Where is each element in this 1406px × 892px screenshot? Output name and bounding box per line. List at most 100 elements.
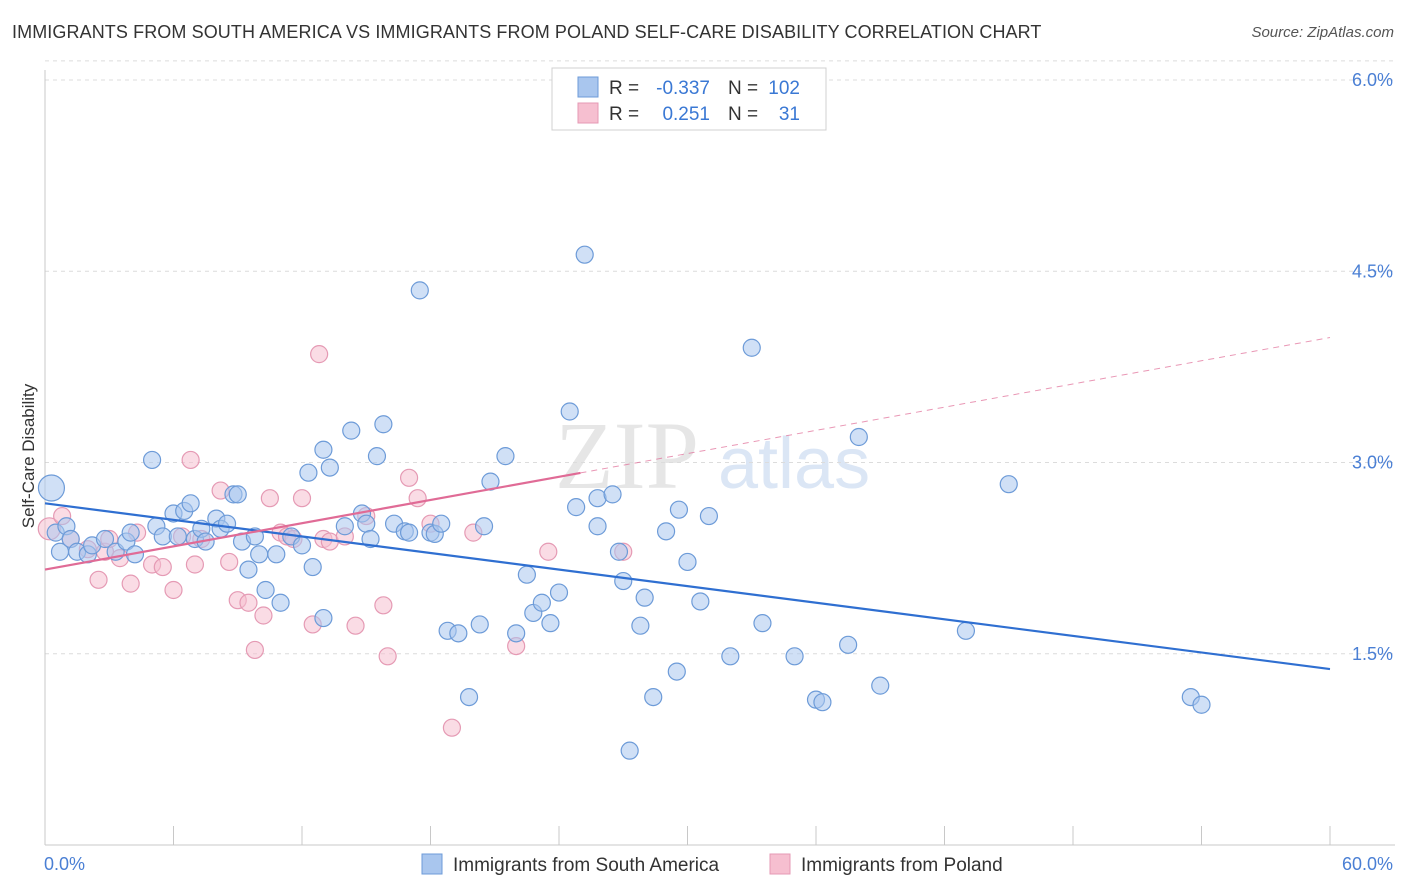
point-south-america	[1192, 695, 1211, 714]
point-south-america	[507, 624, 526, 643]
legend-n-value-blue: 102	[768, 78, 800, 99]
point-south-america	[335, 517, 354, 536]
point-south-america	[620, 741, 639, 760]
point-south-america	[168, 527, 187, 546]
legend-swatch-blue	[577, 76, 599, 98]
series-legend: Immigrants from South America Immigrants…	[421, 853, 1003, 876]
point-poland	[310, 345, 329, 364]
point-south-america	[721, 647, 740, 666]
point-south-america	[181, 494, 200, 513]
point-south-america	[785, 647, 804, 666]
point-south-america	[532, 593, 551, 612]
trend-lines	[44, 337, 1331, 671]
bottom-legend-label-pink: Immigrants from Poland	[801, 855, 1003, 876]
point-south-america	[256, 580, 275, 600]
point-south-america	[142, 450, 162, 470]
point-poland	[292, 489, 312, 508]
point-poland	[346, 616, 365, 635]
point-poland	[121, 574, 140, 593]
legend-r-label-pink: R =	[609, 104, 639, 125]
point-south-america	[631, 616, 650, 635]
point-south-america	[121, 523, 140, 542]
point-south-america	[410, 281, 429, 300]
point-south-america	[95, 529, 115, 549]
point-south-america	[678, 552, 697, 572]
watermark-atlas: atlas	[718, 424, 870, 504]
axes	[44, 70, 1395, 846]
point-poland	[260, 489, 279, 508]
point-poland	[89, 570, 108, 589]
y-tick-label: 3.0%	[1352, 453, 1393, 473]
series-south-america-points	[37, 245, 1211, 760]
point-south-america	[691, 592, 710, 611]
point-south-america	[374, 415, 393, 434]
point-poland	[378, 647, 397, 666]
point-poland	[539, 542, 558, 561]
x-ticks	[44, 826, 1331, 845]
point-south-america	[357, 514, 376, 533]
point-south-america	[267, 545, 286, 564]
legend-r-label-blue: R =	[609, 78, 639, 99]
point-south-america	[449, 624, 468, 643]
point-south-america	[432, 514, 451, 533]
point-south-america	[549, 583, 569, 602]
legend-n-label-blue: N =	[728, 78, 758, 99]
point-south-america	[575, 245, 594, 264]
bottom-legend-label-blue: Immigrants from South America	[453, 855, 720, 876]
x-tick-label-min: 0.0%	[44, 854, 85, 874]
bottom-legend-swatch-blue	[421, 853, 443, 875]
point-south-america	[560, 402, 579, 421]
point-south-america	[470, 615, 489, 634]
point-south-america	[303, 557, 322, 577]
point-south-america	[644, 687, 663, 707]
y-tick-label: 6.0%	[1352, 70, 1393, 90]
point-poland	[153, 557, 172, 577]
point-south-america	[250, 545, 269, 564]
legend-r-value-blue: -0.337	[656, 78, 710, 99]
chart-title: IMMIGRANTS FROM SOUTH AMERICA VS IMMIGRA…	[12, 22, 1042, 42]
point-south-america	[742, 338, 761, 357]
y-tick-labels: 1.5% 3.0% 4.5% 6.0%	[1352, 70, 1393, 664]
point-south-america	[567, 498, 586, 517]
point-poland	[442, 718, 462, 737]
point-poland	[220, 552, 239, 572]
point-south-america	[609, 542, 629, 561]
point-south-america	[999, 475, 1018, 494]
point-south-america	[635, 588, 654, 607]
point-south-america	[459, 687, 479, 707]
point-south-america	[367, 447, 387, 466]
point-south-america	[228, 485, 247, 504]
point-poland	[185, 555, 205, 574]
correlation-legend: R = -0.337 N = 102 R = 0.251 N = 31	[551, 67, 827, 131]
trend-line-poland-extension	[580, 337, 1331, 474]
point-south-america	[271, 593, 290, 612]
point-poland	[374, 596, 393, 615]
y-tick-label: 4.5%	[1352, 261, 1393, 281]
point-poland	[164, 580, 183, 600]
legend-r-value-pink: 0.251	[662, 104, 710, 125]
point-south-america	[956, 621, 976, 640]
point-south-america	[871, 676, 890, 695]
trend-line-south-america	[44, 502, 1331, 671]
point-south-america	[37, 474, 66, 502]
point-south-america	[496, 447, 515, 466]
y-axis-title: Self-Care Disability	[19, 383, 38, 528]
point-south-america	[614, 571, 633, 591]
point-south-america	[517, 565, 536, 584]
y-tick-label: 1.5%	[1352, 644, 1393, 664]
watermark-zip: ZIP	[555, 402, 699, 509]
point-south-america	[669, 500, 689, 519]
point-south-america	[299, 463, 318, 482]
point-poland	[239, 593, 258, 612]
x-tick-label-max: 60.0%	[1342, 854, 1393, 874]
point-south-america	[239, 560, 258, 579]
point-poland	[181, 450, 200, 470]
point-south-america	[699, 506, 719, 526]
point-south-america	[217, 514, 237, 533]
legend-swatch-pink	[577, 102, 599, 124]
point-south-america	[361, 529, 380, 549]
point-south-america	[541, 614, 560, 633]
point-south-america	[588, 489, 607, 508]
point-south-america	[849, 427, 868, 447]
